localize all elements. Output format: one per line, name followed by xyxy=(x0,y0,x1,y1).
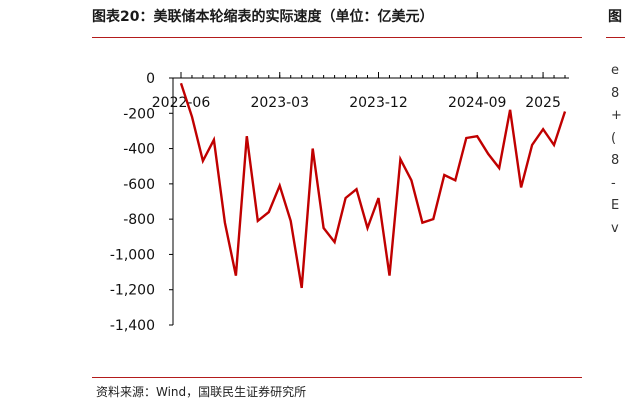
x-tick-label: 2023-12 xyxy=(349,95,408,111)
adjacent-chart-glyph: - xyxy=(611,175,616,191)
chart-title: 图表20：美联储本轮缩表的实际速度（单位：亿美元） xyxy=(92,9,434,25)
adjacent-chart-glyph: 8 xyxy=(611,85,620,101)
adjacent-title-divider xyxy=(606,37,625,38)
x-tick-label: 2024-09 xyxy=(448,95,507,111)
y-tick-label: -1,000 xyxy=(110,247,155,263)
y-axis: 0 -200 -400 -600 -800 -1,000 -1,200 -1,400 xyxy=(110,71,174,334)
adjacent-chart-glyph: v xyxy=(611,220,619,236)
x-tick-label: 2025 xyxy=(525,95,561,111)
adjacent-chart-title-fragment: 图 xyxy=(608,9,622,25)
x-tick-label: 2022-06 xyxy=(152,95,211,111)
footer-divider xyxy=(92,377,582,378)
chart-series xyxy=(179,82,567,289)
y-tick-label: -1,400 xyxy=(110,318,155,334)
source-note: 资料来源：Wind，国联民生证券研究所 xyxy=(96,385,307,399)
adjacent-chart-glyph: 8 xyxy=(611,153,620,168)
y-tick-label: -1,200 xyxy=(110,283,155,299)
y-tick-label: -200 xyxy=(123,106,155,122)
y-tick-label: -800 xyxy=(123,212,155,228)
title-divider xyxy=(92,37,582,38)
y-tick-label: -600 xyxy=(123,177,155,193)
x-axis: 2022-06 2023-03 2023-12 2024-09 2025 xyxy=(152,72,569,111)
adjacent-chart-glyph: e xyxy=(611,63,619,78)
x-tick-label: 2023-03 xyxy=(250,95,309,111)
adjacent-chart-glyph: E xyxy=(611,198,620,213)
adjacent-chart-glyph: + xyxy=(611,108,622,123)
series-line xyxy=(179,82,567,289)
y-tick-label: -400 xyxy=(123,142,155,158)
y-tick-label: 0 xyxy=(146,71,155,87)
adjacent-chart-glyph: ( xyxy=(611,130,617,146)
